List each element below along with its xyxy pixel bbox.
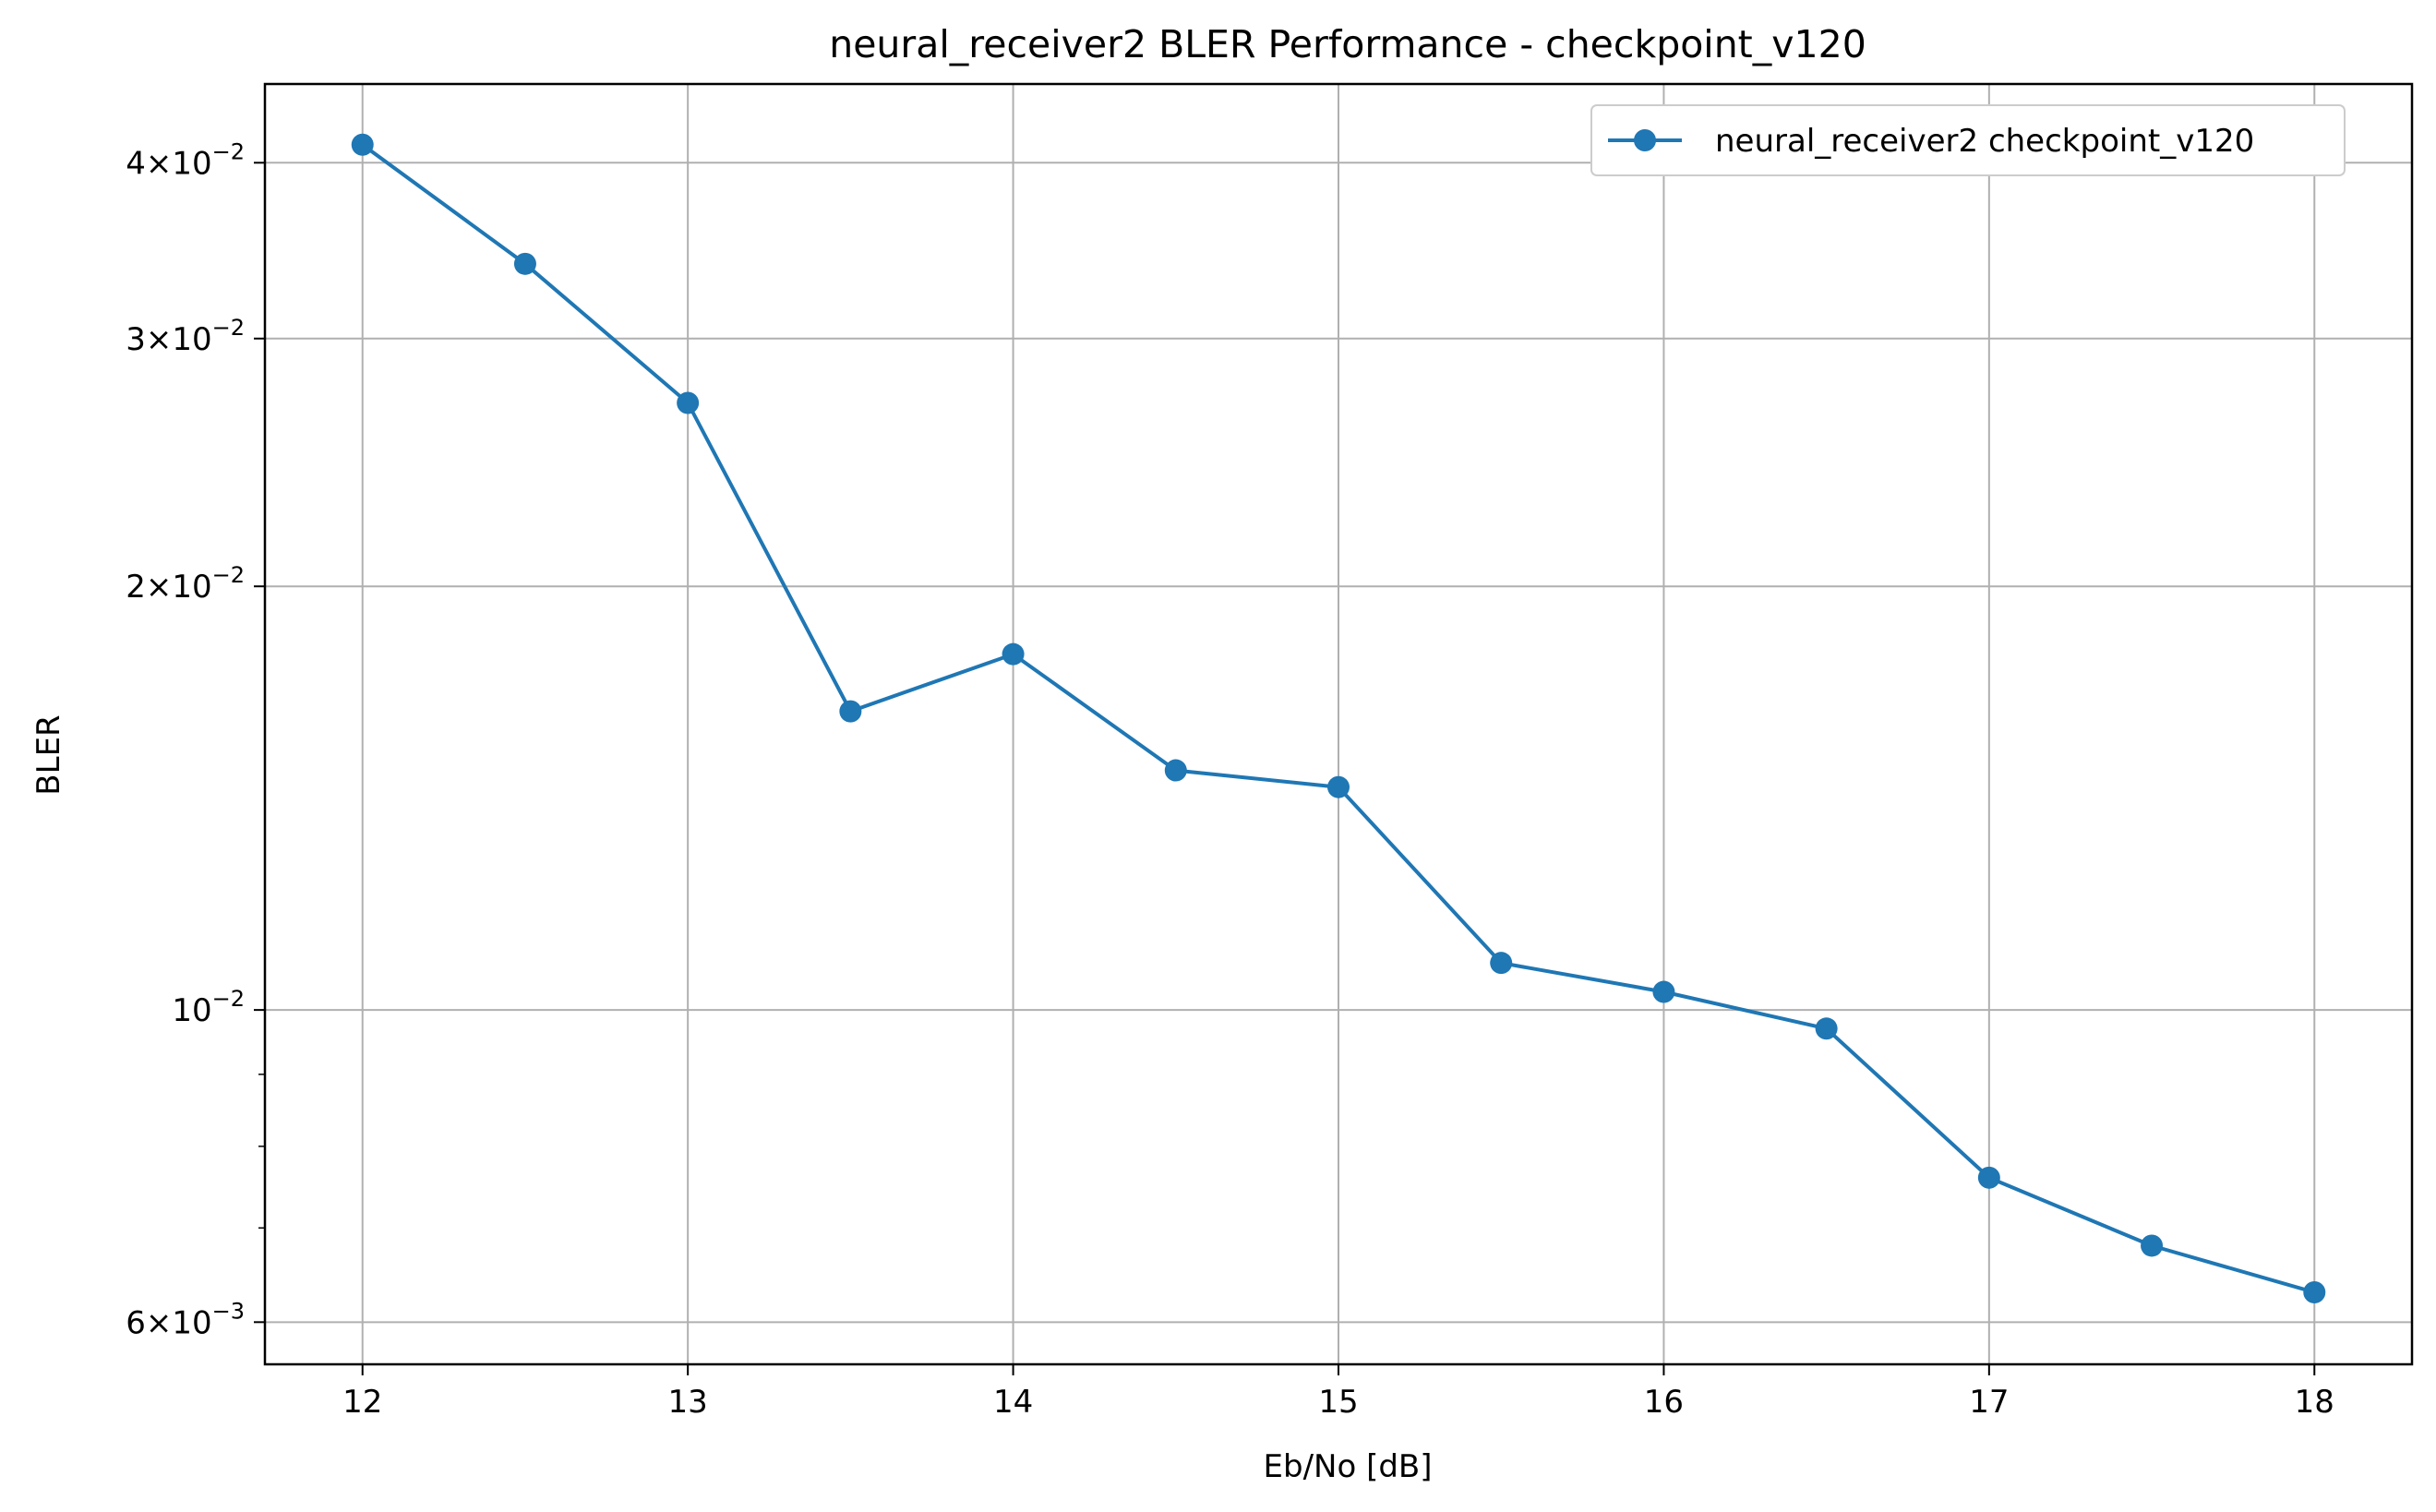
legend-marker xyxy=(1634,129,1656,151)
data-point xyxy=(839,700,862,723)
grid-lines xyxy=(265,84,2412,1364)
data-point xyxy=(1652,980,1675,1003)
legend-label: neural_receiver2 checkpoint_v120 xyxy=(1715,123,2254,160)
data-point xyxy=(513,252,536,275)
y-tick-label: 2×10−2 xyxy=(126,562,245,606)
data-point xyxy=(1327,775,1350,798)
legend: neural_receiver2 checkpoint_v120 xyxy=(1590,104,2346,176)
data-point xyxy=(1977,1166,2000,1189)
x-axis-title: Eb/No [dB] xyxy=(1264,1448,1433,1485)
chart-title: neural_receiver2 BLER Performance - chec… xyxy=(829,22,1866,66)
y-tick-label: 4×10−2 xyxy=(126,138,245,182)
data-point xyxy=(2141,1234,2164,1257)
data-point xyxy=(1815,1017,1838,1040)
x-tick-label: 18 xyxy=(2295,1384,2334,1421)
x-tick-label: 16 xyxy=(1644,1384,1684,1421)
x-tick-label: 12 xyxy=(342,1384,382,1421)
axes: 12 13 14 15 16 17 18 4×10−2 3×10−2 2×10−2 10−2 6×10… xyxy=(126,82,2414,1421)
y-tick-label: 6×10−3 xyxy=(126,1298,245,1341)
x-tick-label: 17 xyxy=(1969,1384,2009,1421)
data-point xyxy=(1490,952,1513,975)
y-tick-label: 10−2 xyxy=(172,986,245,1029)
data-point xyxy=(1164,759,1187,782)
data-point xyxy=(2303,1281,2326,1304)
series-layer xyxy=(351,133,2326,1304)
data-point xyxy=(677,391,700,414)
x-tick-label: 14 xyxy=(993,1384,1033,1421)
x-tick-label: 15 xyxy=(1318,1384,1358,1421)
data-point xyxy=(1002,642,1025,666)
y-axis-title: BLER xyxy=(30,714,67,795)
y-tick-label: 3×10−2 xyxy=(126,315,245,358)
legend-box xyxy=(1590,104,2346,176)
data-point xyxy=(351,133,374,156)
x-tick-label: 13 xyxy=(668,1384,708,1421)
